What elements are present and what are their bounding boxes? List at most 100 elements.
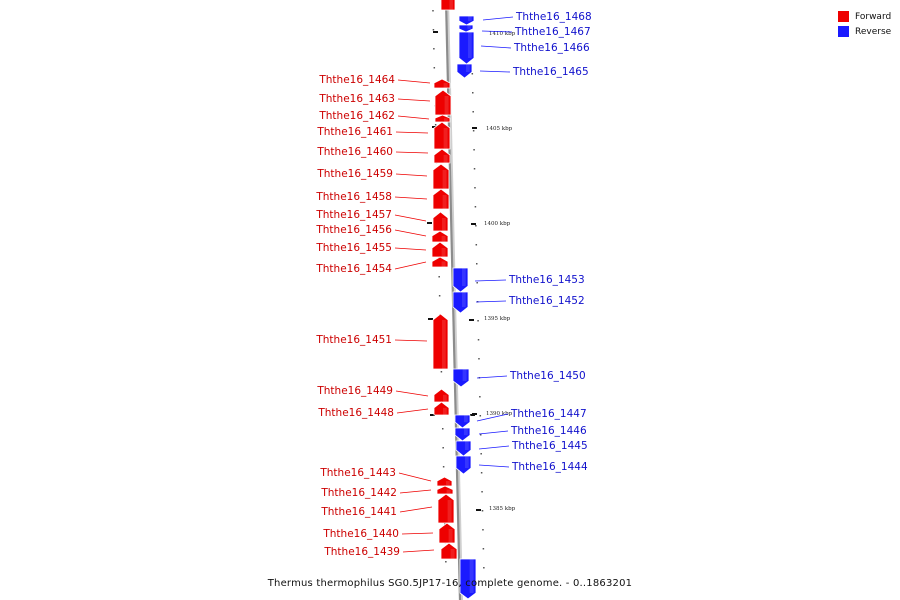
gene-arrow-ththe16_1446[interactable] xyxy=(454,427,471,442)
gene-label-ththe16_1454[interactable]: Ththe16_1454 xyxy=(315,263,392,275)
gene-arrow-ththe16_1460[interactable] xyxy=(433,148,451,164)
gene-arrow-ththe16_1456[interactable] xyxy=(431,230,449,243)
gene-arrow-ththe16_1444[interactable] xyxy=(455,455,472,475)
gene-arrow-highlight xyxy=(443,155,448,163)
gene-leader-line xyxy=(481,30,513,33)
gene-label-ththe16_1441[interactable]: Ththe16_1441 xyxy=(320,506,397,518)
axis-dot xyxy=(476,282,478,284)
gene-arrow-highlight xyxy=(469,559,474,593)
gene-label-ththe16_1467[interactable]: Ththe16_1467 xyxy=(514,26,591,38)
gene-arrow-ththe16_1440[interactable] xyxy=(438,522,456,544)
gene-label-ththe16_1451[interactable]: Ththe16_1451 xyxy=(315,334,392,346)
axis-dot xyxy=(475,263,478,265)
gene-label-ththe16_1456[interactable]: Ththe16_1456 xyxy=(315,224,392,236)
gene-arrow-ththe16_1463[interactable] xyxy=(434,89,452,116)
gene-arrow-ththe16_1443[interactable] xyxy=(436,476,453,487)
gene-label-ththe16_1450[interactable]: Ththe16_1450 xyxy=(509,370,586,382)
gene-arrow-partial-31[interactable] xyxy=(459,558,477,600)
gene-arrow-ththe16_1442[interactable] xyxy=(436,485,454,495)
gene-label-ththe16_1439[interactable]: Ththe16_1439 xyxy=(323,546,400,558)
gene-label-ththe16_1458[interactable]: Ththe16_1458 xyxy=(315,191,392,203)
gene-arrow-ththe16_1448[interactable] xyxy=(433,401,450,416)
gene-label-ththe16_1447[interactable]: Ththe16_1447 xyxy=(510,408,587,420)
gene-arrow-ththe16_1467[interactable] xyxy=(458,24,474,33)
gene-label-ththe16_1442[interactable]: Ththe16_1442 xyxy=(320,487,397,499)
gene-leader-line xyxy=(394,214,427,222)
gene-leader-line xyxy=(479,70,511,73)
gene-leader-line xyxy=(394,229,427,237)
gene-label-ththe16_1463[interactable]: Ththe16_1463 xyxy=(318,93,395,105)
gene-arrow-highlight xyxy=(450,549,455,559)
gene-leader-line xyxy=(482,16,514,21)
gene-label-ththe16_1455[interactable]: Ththe16_1455 xyxy=(315,242,392,254)
gene-label-ththe16_1465[interactable]: Ththe16_1465 xyxy=(512,66,589,78)
gene-arrow-ththe16_1454[interactable] xyxy=(431,256,449,268)
gene-arrow-highlight xyxy=(443,407,447,415)
gene-arrow-ththe16_1461[interactable] xyxy=(433,121,451,150)
gene-track xyxy=(431,0,477,600)
gene-label-ththe16_1460[interactable]: Ththe16_1460 xyxy=(316,146,393,158)
gene-label-ththe16_1468[interactable]: Ththe16_1468 xyxy=(515,11,592,23)
gene-arrow-ththe16_1449[interactable] xyxy=(433,388,450,403)
gene-arrow-ththe16_1452[interactable] xyxy=(452,291,469,314)
gene-arrow-ththe16_1462[interactable] xyxy=(434,114,451,123)
gene-label-ththe16_1448[interactable]: Ththe16_1448 xyxy=(317,407,394,419)
axis-dot xyxy=(473,149,475,151)
gene-label-ththe16_1452[interactable]: Ththe16_1452 xyxy=(508,295,585,307)
gene-label-ththe16_1440[interactable]: Ththe16_1440 xyxy=(322,528,399,540)
gene-arrow-ththe16_1453[interactable] xyxy=(452,267,469,293)
gene-leader-line xyxy=(474,279,507,282)
axis-dot xyxy=(432,10,434,12)
gene-arrow-ththe16_1455[interactable] xyxy=(431,241,449,258)
gene-arrow-ththe16_1458[interactable] xyxy=(432,188,450,210)
gene-label-ththe16_1464[interactable]: Ththe16_1464 xyxy=(318,74,395,86)
genome-caption: Thermus thermophilus SG0.5JP17-16, compl… xyxy=(267,578,633,589)
gene-arrow-ththe16_1445[interactable] xyxy=(455,440,472,457)
gene-arrow-ththe16_1439[interactable] xyxy=(440,542,458,560)
reverse-swatch xyxy=(838,26,849,37)
gene-label-ththe16_1446[interactable]: Ththe16_1446 xyxy=(510,425,587,437)
gene-label-ththe16_1445[interactable]: Ththe16_1445 xyxy=(511,440,588,452)
gene-arrow-ththe16_1468[interactable] xyxy=(458,15,475,26)
axis-major-dash xyxy=(428,318,433,320)
axis-major-dash xyxy=(433,31,438,33)
gene-arrow-ththe16_1441[interactable] xyxy=(437,493,455,524)
gene-arrow-ththe16_1450[interactable] xyxy=(452,368,470,388)
gene-leader-line xyxy=(395,390,429,397)
gene-arrow-ththe16_1457[interactable] xyxy=(432,211,449,232)
gene-label-ththe16_1461[interactable]: Ththe16_1461 xyxy=(316,126,393,138)
gene-arrow-partial-0[interactable] xyxy=(440,0,456,11)
gene-label-ththe16_1453[interactable]: Ththe16_1453 xyxy=(508,274,585,286)
gene-label-ththe16_1443[interactable]: Ththe16_1443 xyxy=(319,467,396,479)
axis-major-dash xyxy=(432,126,437,128)
axis-dot xyxy=(480,453,482,455)
gene-label-ththe16_1466[interactable]: Ththe16_1466 xyxy=(513,42,590,54)
gene-arrow-ththe16_1464[interactable] xyxy=(433,78,451,89)
axis-dot xyxy=(483,567,485,569)
gene-arrow-ththe16_1465[interactable] xyxy=(456,63,473,79)
gene-arrow-highlight xyxy=(441,261,446,267)
gene-leader-line xyxy=(394,247,427,251)
gene-arrow-ththe16_1447[interactable] xyxy=(454,414,471,429)
axis-dot xyxy=(473,168,476,170)
axis-major-dash xyxy=(427,222,432,224)
gene-leader-line xyxy=(394,196,428,200)
gene-label-ththe16_1459[interactable]: Ththe16_1459 xyxy=(316,168,393,180)
gene-arrow-highlight xyxy=(443,83,448,88)
axis-dot xyxy=(479,396,481,398)
gene-arrow-ththe16_1459[interactable] xyxy=(432,163,450,190)
gene-label-ththe16_1449[interactable]: Ththe16_1449 xyxy=(316,385,393,397)
gene-arrow-highlight xyxy=(446,489,451,494)
gene-label-ththe16_1457[interactable]: Ththe16_1457 xyxy=(315,209,392,221)
gene-arrow-ththe16_1451[interactable] xyxy=(432,313,449,370)
gene-label-ththe16_1444[interactable]: Ththe16_1444 xyxy=(511,461,588,473)
gene-arrow-ththe16_1466[interactable] xyxy=(458,31,475,65)
gene-leader-line xyxy=(480,45,512,49)
axis-dot xyxy=(478,358,480,360)
scale-tick-label: 1410 kbp xyxy=(489,31,516,37)
gene-labels: Ththe16_1468 Ththe16_1467 Ththe16_1466 Thth… xyxy=(315,11,591,558)
gene-leader-line xyxy=(395,173,428,177)
gene-label-ththe16_1462[interactable]: Ththe16_1462 xyxy=(318,110,395,122)
axis-dot xyxy=(479,415,482,417)
axis-dot xyxy=(481,510,484,512)
